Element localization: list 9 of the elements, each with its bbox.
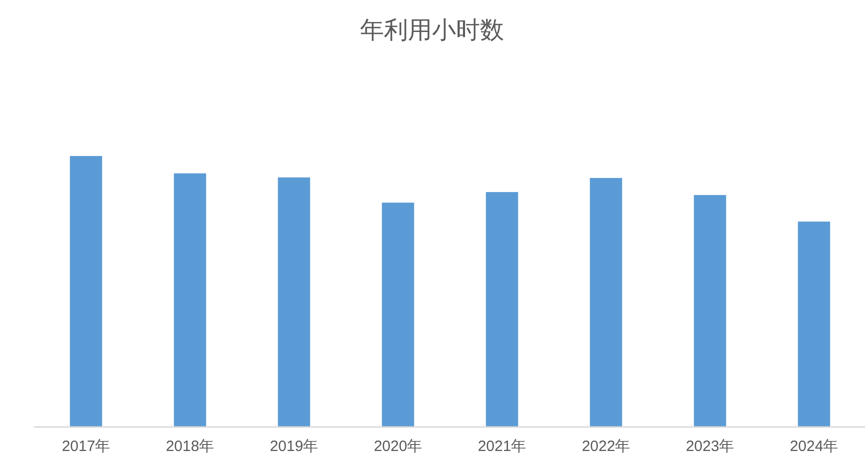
x-tick-label: 2021年 (478, 438, 526, 455)
x-tick-label: 2020年 (374, 438, 422, 455)
x-tick-label: 2022年 (582, 438, 630, 455)
x-tick-label: 2019年 (270, 438, 318, 455)
x-tick-label: 2023年 (686, 438, 734, 455)
x-tick-label: 2024年 (790, 438, 838, 455)
title: 年利用小时数 (360, 17, 504, 44)
x-tick-label: 2017年 (62, 438, 110, 455)
x-tick-label: 2018年 (166, 438, 214, 455)
